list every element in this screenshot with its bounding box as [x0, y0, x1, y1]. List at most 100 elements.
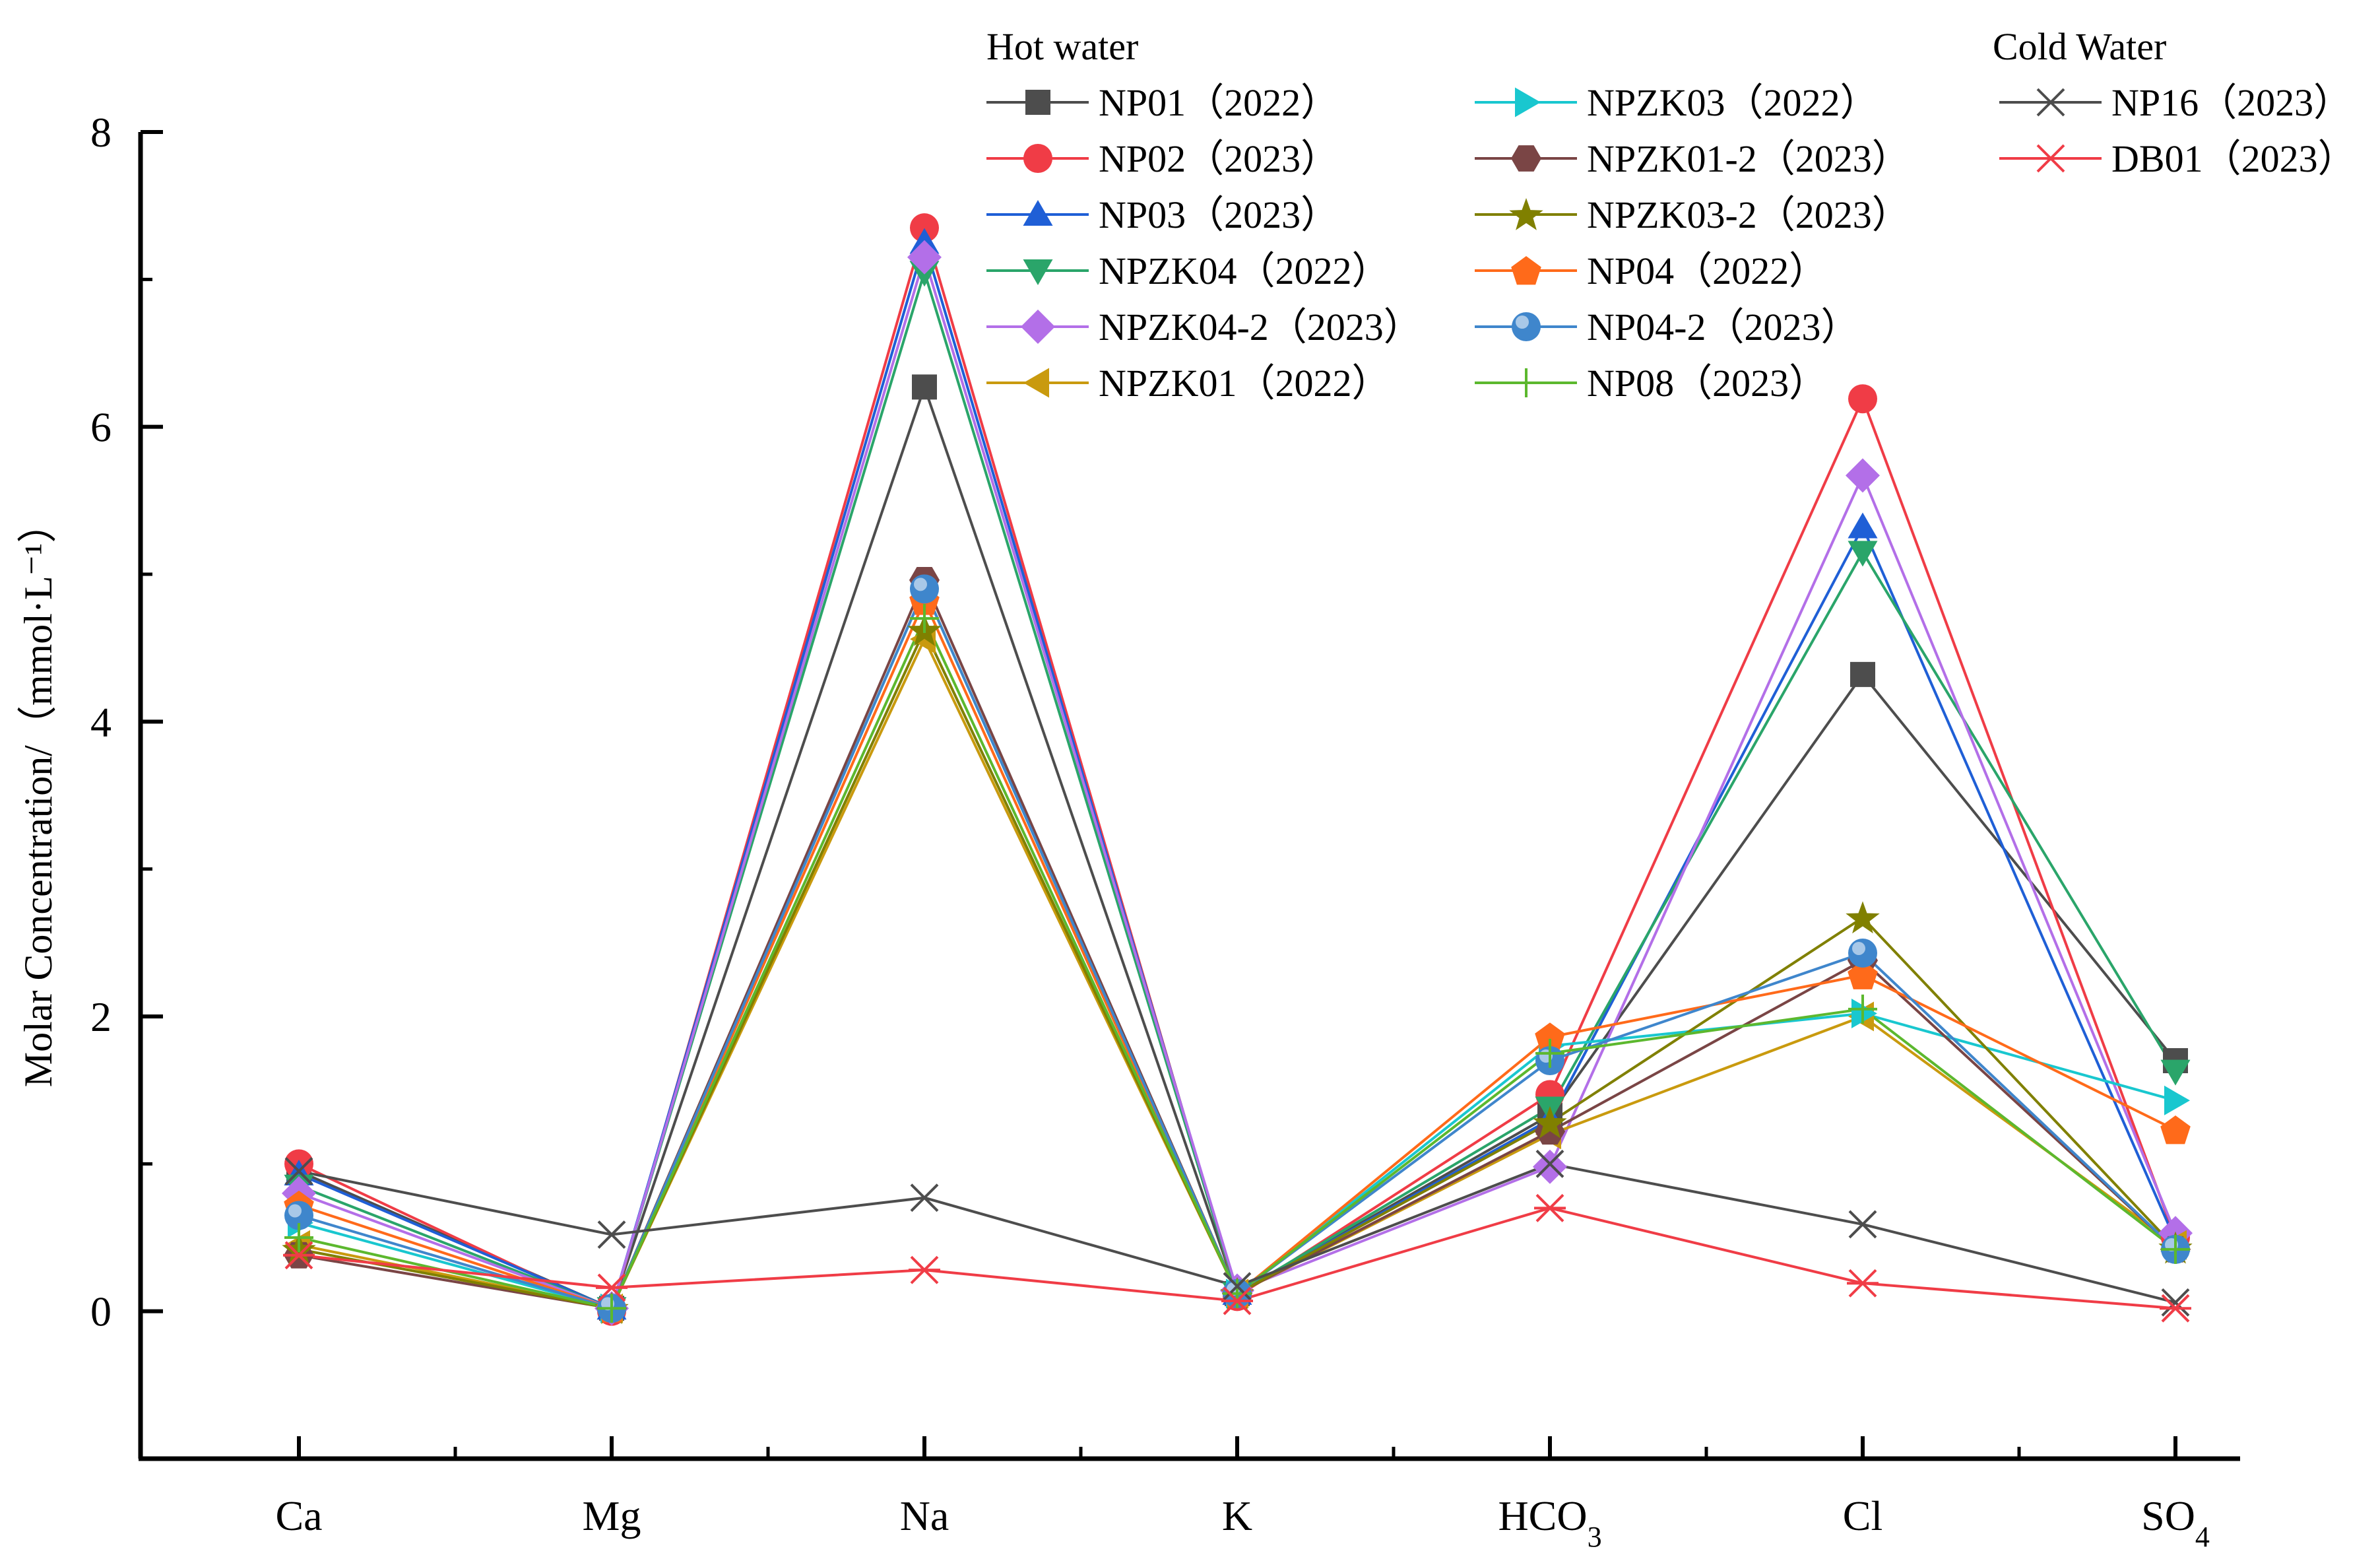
data-point — [1847, 1269, 1879, 1298]
x-tick-label: SO4 — [2141, 1492, 2210, 1553]
data-point — [1533, 1149, 1567, 1184]
data-point — [1848, 938, 1877, 968]
series-line-10 — [298, 585, 2177, 1310]
legend-label: NP04（2022） — [1587, 249, 1827, 292]
legend-marker — [1512, 312, 1541, 341]
legend-marker — [1023, 200, 1053, 226]
data-point — [596, 1273, 627, 1302]
legend-label: NP16（2023） — [2111, 81, 2352, 124]
legend-marker — [1512, 368, 1541, 397]
legend-label: NP04-2（2023） — [1587, 306, 1859, 348]
data-point — [1848, 512, 1878, 539]
legend-item: NPZK01-2（2023） — [1475, 137, 1910, 180]
legend-label: NPZK04（2022） — [1099, 249, 1390, 292]
legend-item: NPZK04-2（2023） — [986, 306, 1422, 348]
legend-item: NP04（2022） — [1475, 249, 1827, 292]
legend-label: NPZK03-2（2023） — [1587, 193, 1910, 236]
data-point — [284, 1223, 313, 1252]
data-point — [1221, 1286, 1253, 1315]
series-line-11 — [298, 615, 2177, 1310]
series-line-0 — [298, 383, 2177, 1310]
data-point — [2160, 1059, 2191, 1086]
legend-group-cold-title: Cold Water — [1993, 25, 2166, 68]
data-point — [912, 374, 937, 400]
data-point — [2164, 1085, 2190, 1115]
legend-item: NP02（2023） — [986, 137, 1339, 180]
legend-marker — [1511, 256, 1541, 285]
series-line-7 — [298, 576, 2177, 1310]
legend-marker — [1509, 198, 1543, 230]
chart-axes: 0 2 4 6 8 Ca Mg Na K HCO3 Cl SO4 — [90, 109, 2240, 1553]
series-line-6 — [298, 585, 2176, 1310]
legend-label: NP08（2023） — [1587, 362, 1827, 405]
data-point — [1848, 1210, 1877, 1239]
data-point — [597, 1220, 626, 1249]
data-point — [1535, 1149, 1564, 1178]
data-point — [1223, 1272, 1252, 1301]
legend-marker — [2035, 144, 2067, 173]
legend-item: NPZK01（2022） — [986, 362, 1390, 405]
series-line-4 — [298, 252, 2177, 1310]
data-point — [283, 1241, 315, 1270]
legend-item: DB01（2023） — [1999, 137, 2356, 180]
legend-item: NP03（2023） — [986, 193, 1339, 236]
data-point — [1848, 541, 1878, 567]
series-line-3 — [298, 267, 2177, 1310]
legend-label: NPZK01-2（2023） — [1587, 137, 1910, 180]
legend-label: NPZK04-2（2023） — [1099, 306, 1422, 348]
data-point — [1535, 1038, 1564, 1068]
data-point — [910, 213, 939, 243]
legend: Hot water Cold Water NP01（2022） NP02（2023… — [986, 25, 2356, 405]
y-axis-title: Molar Concentration/（mmol·L⁻¹） — [16, 504, 60, 1088]
data-point — [284, 1201, 313, 1230]
data-point — [597, 1294, 626, 1323]
data-point — [2161, 1234, 2190, 1264]
y-tick-label: 2 — [90, 993, 112, 1040]
legend-marker — [2036, 88, 2065, 117]
data-point — [909, 1255, 940, 1284]
legend-item: NP08（2023） — [1475, 362, 1827, 405]
data-point — [907, 240, 942, 275]
x-tick-label: Cl — [1843, 1492, 1882, 1539]
data-point — [1534, 1193, 1566, 1222]
data-point — [2161, 1288, 2190, 1317]
series-line-8 — [298, 627, 2177, 1310]
legend-marker — [1023, 259, 1053, 285]
data-point — [2160, 1115, 2191, 1144]
legend-group-hot-title: Hot water — [986, 25, 1138, 68]
legend-label: NPZK01（2022） — [1099, 362, 1390, 405]
legend-label: DB01（2023） — [2111, 137, 2356, 180]
legend-item: NPZK03（2022） — [1475, 81, 1878, 124]
legend-marker — [1511, 145, 1541, 172]
series-line-5 — [298, 636, 2177, 1310]
legend-marker — [1023, 144, 1052, 173]
data-point — [910, 1183, 939, 1212]
legend-label: NP01（2022） — [1099, 81, 1339, 124]
y-tick-label: 8 — [90, 109, 112, 156]
data-point — [1850, 661, 1875, 687]
data-point — [1848, 384, 1877, 414]
data-point — [1846, 901, 1880, 934]
data-point — [284, 1157, 313, 1185]
series-markers — [282, 213, 2193, 1326]
data-point — [910, 574, 939, 604]
legend-marker — [1021, 310, 1055, 344]
legend-label: NP03（2023） — [1099, 193, 1339, 236]
data-point — [1851, 999, 1877, 1028]
data-point — [1535, 1022, 1565, 1051]
data-point — [1848, 960, 1878, 989]
y-tick-label: 6 — [90, 404, 112, 451]
data-point — [1848, 994, 1877, 1024]
legend-item: NP04-2（2023） — [1475, 306, 1859, 348]
legend-marker — [1515, 87, 1541, 117]
x-tick-label: HCO3 — [1498, 1492, 1601, 1553]
legend-label: NPZK03（2022） — [1587, 81, 1878, 124]
x-tick-label: Na — [900, 1492, 949, 1539]
data-point — [1223, 1278, 1252, 1308]
series-line-9 — [298, 597, 2176, 1310]
legend-marker — [1023, 368, 1049, 398]
x-tick-label: Ca — [275, 1492, 322, 1539]
y-tick-label: 0 — [90, 1288, 112, 1335]
data-point — [910, 604, 939, 633]
